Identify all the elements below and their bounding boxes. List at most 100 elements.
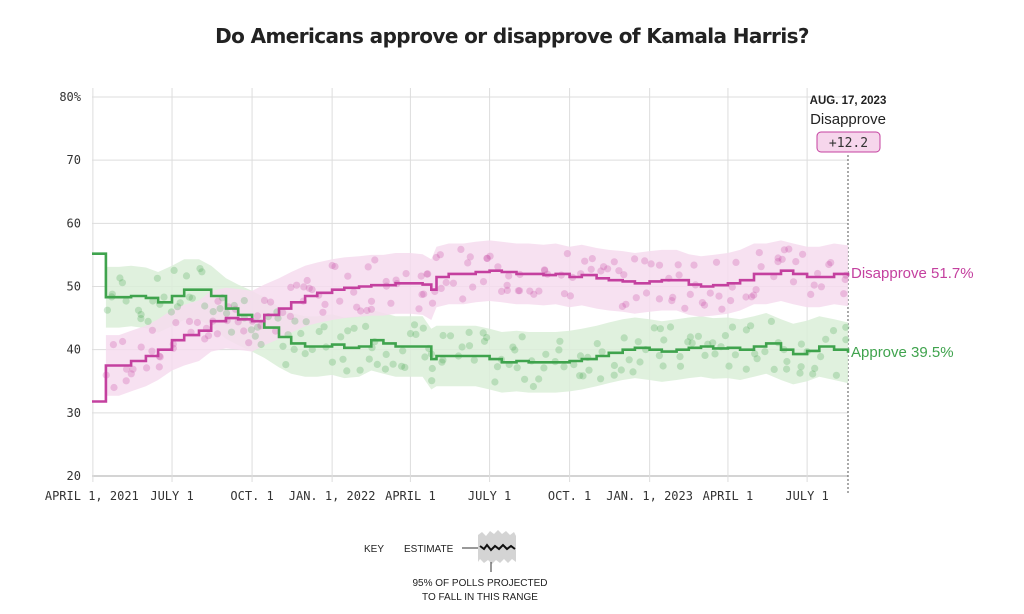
approve-poll-dot <box>406 330 415 338</box>
approve-poll-dot <box>122 297 130 305</box>
approve-poll-dot <box>676 353 684 361</box>
disapprove-poll-dot <box>757 263 765 271</box>
disapprove-poll-dot <box>686 290 694 298</box>
approve-poll-dot <box>137 315 145 323</box>
approve-poll-dot <box>783 357 791 366</box>
disapprove-poll-dot <box>505 272 513 280</box>
approve-poll-dot <box>842 323 850 331</box>
approve-poll-dot <box>465 328 473 336</box>
disapprove-poll-dot <box>655 295 664 303</box>
disapprove-poll-dot <box>732 258 740 266</box>
approve-poll-dot <box>170 266 178 274</box>
approve-poll-dot <box>227 328 236 336</box>
x-tick-label: JAN. 1, 2023 <box>606 489 693 503</box>
disapprove-poll-dot <box>420 290 428 298</box>
x-tick-label: OCT. 1 <box>548 489 591 503</box>
disapprove-poll-dot <box>331 262 339 271</box>
disapprove-poll-dot <box>286 312 294 320</box>
disapprove-poll-dot <box>560 290 569 298</box>
approve-poll-dot <box>185 293 193 301</box>
disapprove-poll-dot <box>279 308 287 317</box>
disapprove-poll-dot <box>742 293 750 301</box>
disapprove-poll-dot <box>712 258 721 266</box>
disapprove-poll-dot <box>305 284 313 292</box>
approve-poll-dot <box>742 365 750 373</box>
approve-poll-dot <box>617 366 625 374</box>
disapprove-poll-dot <box>825 260 833 269</box>
disapprove-poll-dot <box>424 270 432 278</box>
disapprove-poll-dot <box>392 276 400 284</box>
disapprove-poll-dot <box>123 365 131 373</box>
disapprove-poll-dot <box>122 377 130 385</box>
approve-poll-dot <box>302 318 310 326</box>
disapprove-poll-dot <box>718 305 726 313</box>
y-tick-label: 20 <box>67 469 81 483</box>
disapprove-poll-dot <box>260 296 269 304</box>
approve-poll-dot <box>610 371 618 379</box>
approve-poll-dot <box>529 382 538 391</box>
approve-poll-dot <box>223 309 231 317</box>
approve-poll-dot <box>116 274 124 282</box>
disapprove-poll-dot <box>604 265 612 273</box>
disapprove-poll-dot <box>748 293 756 301</box>
approve-poll-dot <box>570 361 578 369</box>
disapprove-poll-dot <box>148 347 156 355</box>
approve-poll-dot <box>297 329 305 338</box>
disapprove-poll-dot <box>789 278 798 286</box>
approve-poll-dot <box>412 330 420 338</box>
approve-poll-dot <box>356 366 364 374</box>
approve-poll-dot <box>709 339 717 347</box>
disapprove-poll-dot <box>272 327 280 335</box>
disapprove-poll-dot <box>344 272 352 280</box>
disapprove-poll-dot <box>810 281 818 289</box>
disapprove-poll-dot <box>201 335 209 343</box>
disapprove-poll-dot <box>127 370 135 378</box>
approve-poll-dot <box>480 337 489 345</box>
approve-poll-dot <box>783 365 791 373</box>
disapprove-poll-dot <box>367 297 376 305</box>
disapprove-poll-dot <box>655 261 664 269</box>
approve-poll-dot <box>134 306 143 314</box>
approve-poll-dot <box>761 348 769 356</box>
approve-poll-dot <box>362 322 370 330</box>
disapprove-poll-dot <box>515 287 524 295</box>
approve-poll-dot <box>660 336 668 344</box>
x-tick-label: JULY 1 <box>150 489 193 503</box>
approve-poll-dot <box>398 362 406 370</box>
annotation-margin: +12.2 <box>829 136 868 151</box>
disapprove-poll-dot <box>588 255 596 263</box>
end-label-approve: Approve 39.5% <box>851 344 954 361</box>
approve-poll-dot <box>629 368 637 376</box>
disapprove-poll-dot <box>774 254 782 262</box>
disapprove-poll-dot <box>213 330 221 338</box>
disapprove-poll-dot <box>214 297 222 305</box>
approve-poll-dot <box>491 378 499 386</box>
approve-poll-dot <box>656 325 665 333</box>
approve-poll-dot <box>240 297 248 305</box>
approve-poll-dot <box>209 308 217 316</box>
disapprove-poll-dot <box>715 292 723 300</box>
approve-poll-dot <box>337 333 345 341</box>
disapprove-poll-dot <box>774 258 782 266</box>
approve-poll-dot <box>428 364 436 373</box>
disapprove-poll-dot <box>840 290 848 298</box>
disapprove-poll-dot <box>143 364 151 372</box>
annotation-series: Disapprove <box>810 111 886 128</box>
disapprove-poll-dot <box>336 297 344 305</box>
approve-poll-dot <box>344 327 352 335</box>
tick-layer: 20 30 40 50 60 70 80% APRIL 1, 2021 JULY 1 OCT. 1… <box>45 90 829 503</box>
disapprove-poll-dot <box>328 261 336 270</box>
disapprove-poll-dot <box>841 275 849 284</box>
disapprove-poll-dot <box>148 326 156 334</box>
approve-poll-dot <box>399 347 407 355</box>
disapprove-poll-dot <box>641 257 649 265</box>
disapprove-poll-dot <box>785 245 793 253</box>
disapprove-poll-dot <box>610 258 618 266</box>
disapprove-poll-dot <box>240 327 248 335</box>
approve-poll-dot <box>188 294 196 302</box>
approve-poll-dot <box>339 355 347 363</box>
approve-poll-dot <box>365 355 373 363</box>
approve-poll-dot <box>167 308 175 316</box>
key: KEY ESTIMATE 95% OF POLLS PROJECTED TO F… <box>364 530 548 603</box>
disapprove-poll-dot <box>357 307 365 315</box>
